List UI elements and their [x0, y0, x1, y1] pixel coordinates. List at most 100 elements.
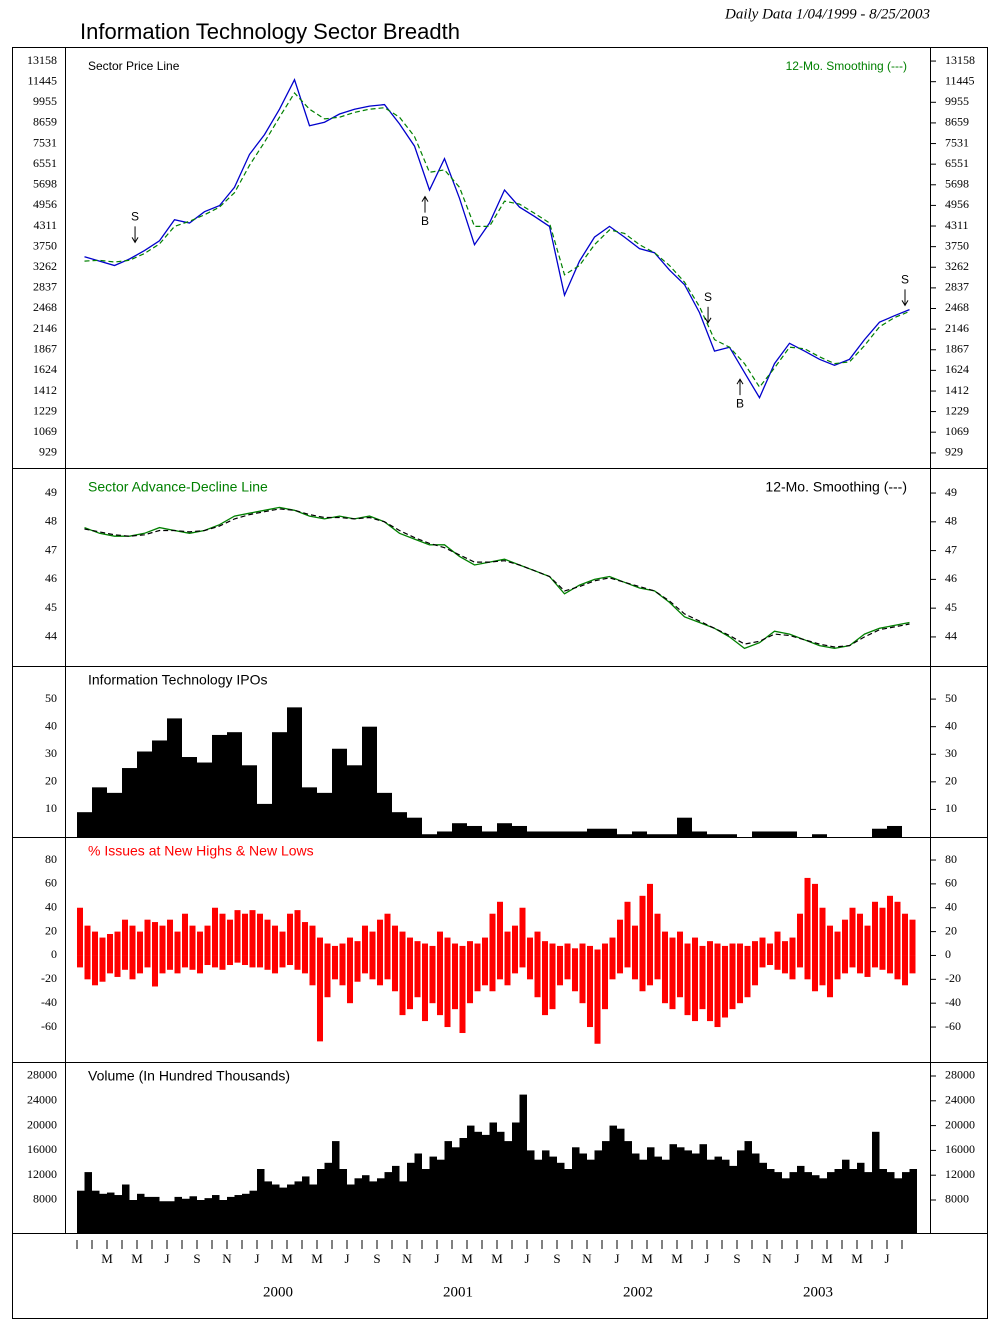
bar: [857, 1162, 865, 1233]
bar: [114, 931, 121, 956]
bar: [489, 1122, 497, 1233]
bar: [617, 1128, 625, 1233]
bar: [279, 955, 286, 968]
bar: [662, 834, 677, 837]
annotation-arrowhead: [131, 237, 139, 244]
bar: [542, 831, 557, 837]
bar: [512, 825, 527, 837]
x-tick-label: J: [704, 1251, 709, 1266]
bar: [467, 1125, 475, 1233]
panel-title: Volume (In Hundred Thousands): [88, 1068, 290, 1084]
bar: [647, 883, 653, 956]
smoothing-line: [84, 92, 910, 389]
bar: [437, 831, 452, 837]
bar: [339, 943, 346, 956]
bar: [407, 955, 413, 1010]
bar: [504, 955, 511, 986]
bar: [204, 925, 211, 956]
bar: [819, 955, 826, 986]
smoothing-line: [84, 508, 910, 648]
bar: [527, 937, 533, 956]
y-tick-label: 11445: [27, 73, 57, 87]
bar: [429, 945, 436, 956]
y-tick-label: 20000: [27, 1117, 57, 1131]
y-tick-label-right: 20: [945, 774, 957, 788]
bar: [782, 955, 788, 974]
y-tick-label-right: 9955: [945, 94, 969, 108]
bar: [144, 1196, 152, 1233]
y-tick-label: 929: [39, 445, 57, 459]
bar: [849, 1169, 857, 1233]
bar: [129, 1200, 137, 1233]
bar: [422, 834, 437, 837]
bar: [159, 955, 166, 974]
bar: [272, 925, 278, 956]
bar: [564, 943, 571, 956]
bar: [317, 1169, 325, 1233]
bar: [662, 955, 668, 1004]
bar: [399, 1181, 407, 1233]
x-tick-label: M: [311, 1251, 323, 1266]
bar: [752, 955, 758, 986]
bar: [609, 955, 616, 980]
bar: [429, 955, 436, 1004]
bar: [759, 1162, 767, 1233]
bar: [669, 955, 676, 1010]
bar: [249, 955, 256, 968]
bar: [699, 1144, 707, 1233]
y-tick-label: 0: [51, 947, 57, 961]
series-label: Sector Price Line: [88, 59, 180, 73]
bar: [737, 943, 743, 956]
bar: [879, 907, 886, 956]
y-tick-label-right: 3262: [945, 259, 969, 273]
bar: [692, 937, 698, 956]
bar: [204, 955, 211, 966]
bar: [144, 919, 151, 956]
bar: [437, 955, 443, 1016]
bar: [609, 937, 616, 956]
bar: [182, 757, 197, 837]
bar: [864, 925, 871, 956]
data-line: [84, 78, 910, 400]
bar: [602, 828, 617, 837]
x-tick-label: M: [281, 1251, 293, 1266]
bar: [482, 831, 497, 837]
bar: [354, 941, 361, 956]
bar: [227, 1196, 235, 1233]
bar: [384, 955, 391, 980]
year-label: 2001: [443, 1284, 473, 1300]
bar: [564, 955, 571, 980]
y-tick-label: 12000: [27, 1167, 57, 1181]
bar: [587, 828, 602, 837]
x-tick-label: M: [671, 1251, 683, 1266]
y-tick-label-right: 1229: [945, 403, 969, 417]
bar: [489, 955, 496, 992]
bar: [354, 955, 361, 982]
bar: [617, 955, 623, 974]
y-tick-label: 30: [45, 746, 57, 760]
y-tick-label-right: 28000: [945, 1068, 975, 1082]
bar: [257, 1169, 265, 1233]
bar: [77, 907, 83, 956]
bar: [362, 955, 368, 974]
bar: [279, 1187, 287, 1233]
bar: [692, 955, 698, 1022]
bar: [324, 955, 331, 998]
y-tick-label: 24000: [27, 1093, 57, 1107]
y-tick-label: 20: [45, 774, 57, 788]
bar: [677, 1147, 685, 1233]
y-tick-label-right: 48: [945, 514, 957, 528]
bar: [99, 1193, 107, 1233]
y-tick-label: 80: [45, 852, 57, 866]
bar: [707, 941, 713, 956]
bar: [242, 913, 248, 956]
bar: [699, 945, 706, 956]
x-tick-label: S: [373, 1251, 380, 1266]
bar: [759, 955, 766, 968]
x-tick-label: J: [164, 1251, 169, 1266]
bar: [902, 1172, 910, 1233]
x-tick-label: N: [582, 1251, 592, 1266]
y-tick-label: 16000: [27, 1142, 57, 1156]
bar: [849, 907, 856, 956]
